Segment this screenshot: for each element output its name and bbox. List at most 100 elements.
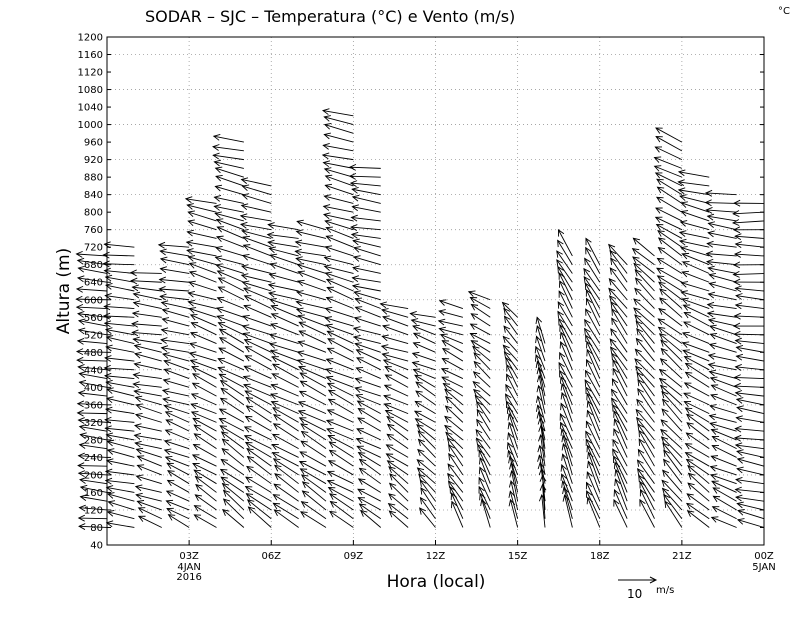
wind-vector [214, 255, 244, 266]
wind-vector [687, 464, 710, 485]
vector-shaft [560, 376, 573, 406]
vector-shaft [270, 393, 299, 406]
y-tick-label: 560 [84, 313, 103, 324]
vector-head [539, 483, 547, 491]
vector-shaft [636, 399, 655, 423]
vector-shaft [268, 224, 299, 231]
vector-shaft [190, 332, 217, 344]
wind-vector [192, 417, 217, 432]
vector-shaft [686, 422, 710, 441]
wind-vector [301, 490, 327, 511]
wind-vector [133, 361, 162, 371]
vector-head [473, 360, 481, 369]
vector-shaft [104, 305, 135, 309]
vector-shaft [584, 379, 601, 406]
vector-shaft [164, 449, 190, 458]
vector-head [681, 341, 690, 348]
wind-vector [269, 262, 299, 274]
y-tick-label: 1080 [78, 85, 103, 96]
wind-vector [327, 487, 354, 502]
vector-head [272, 407, 280, 414]
vector-head [269, 333, 277, 340]
vector-shaft [585, 431, 601, 458]
vector-head [218, 373, 227, 380]
vector-shaft [270, 323, 299, 336]
vector-head [384, 374, 393, 381]
vector-shaft [505, 401, 519, 423]
vector-head [325, 375, 334, 383]
x-axis-label: Hora (local) [387, 572, 486, 592]
vector-head [734, 337, 742, 345]
wind-vector [213, 204, 244, 213]
vector-shaft [76, 298, 108, 301]
wind-vector [192, 462, 217, 476]
vector-shaft [613, 499, 628, 528]
vector-shaft [585, 421, 601, 449]
wind-vector [417, 430, 436, 449]
wind-vector [269, 333, 299, 344]
wind-vector [560, 428, 573, 458]
vector-head [736, 457, 745, 464]
wind-vector [654, 172, 683, 187]
x-tick-label: 12Z [426, 551, 446, 562]
vector-shaft [268, 241, 299, 248]
vector-head [383, 403, 392, 410]
vector-shaft [388, 493, 409, 511]
vector-shaft [358, 452, 381, 467]
vector-shaft [659, 297, 683, 318]
vector-head [301, 481, 310, 489]
vector-shaft [160, 268, 190, 274]
vector-shaft [162, 318, 190, 327]
vector-head [734, 364, 742, 371]
vector-shaft [586, 349, 601, 379]
vector-shaft [681, 210, 710, 222]
wind-vector [160, 345, 190, 353]
vector-shaft [476, 409, 491, 432]
vector-shaft [297, 280, 327, 292]
wind-vector [585, 430, 601, 458]
vector-head [441, 340, 450, 347]
vector-head [221, 438, 230, 446]
vector-head [379, 301, 388, 309]
vector-head [129, 269, 137, 277]
wind-vector [558, 290, 573, 318]
vector-shaft [708, 293, 737, 301]
vector-shaft [325, 368, 354, 380]
vector-shaft [679, 240, 710, 248]
vector-shaft [585, 387, 601, 414]
vector-head [295, 307, 304, 315]
vector-shaft [107, 493, 135, 502]
wind-vector [243, 426, 272, 441]
vector-shaft [712, 436, 737, 450]
vector-head [509, 469, 517, 478]
vector-shaft [78, 366, 108, 371]
wind-vector [322, 143, 354, 152]
wind-vector [270, 393, 299, 406]
vector-head [681, 261, 690, 268]
wind-vector [105, 379, 135, 388]
vector-shaft [678, 189, 710, 196]
wind-vector [559, 331, 573, 362]
vector-head [412, 324, 420, 332]
wind-vector [105, 396, 135, 406]
vector-head [322, 204, 331, 211]
y-tick-label: 400 [84, 383, 103, 394]
wind-vector [102, 260, 135, 268]
wind-vector [213, 159, 244, 169]
wind-vector [271, 452, 299, 467]
wind-vector [449, 486, 464, 511]
wind-vector [709, 421, 737, 432]
vector-shaft [584, 328, 601, 353]
wind-vector [736, 457, 765, 467]
vector-head [215, 235, 224, 243]
vector-shaft [133, 374, 162, 380]
wind-vector [470, 313, 491, 327]
vector-shaft [660, 339, 683, 362]
wind-vector [184, 196, 217, 204]
vector-shaft [507, 450, 519, 476]
vector-shaft [678, 171, 710, 178]
vector-shaft [539, 462, 546, 493]
wind-vector [301, 481, 327, 502]
wind-vector [104, 292, 135, 301]
wind-vector [710, 384, 737, 397]
